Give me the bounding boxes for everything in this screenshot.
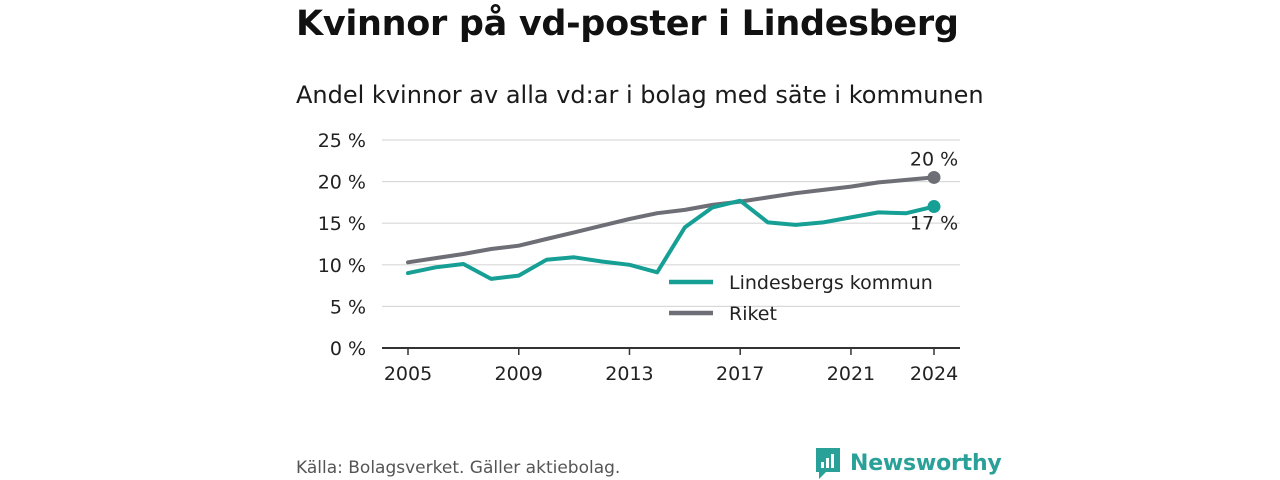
legend-label-lindesberg: Lindesbergs kommun [729, 272, 933, 294]
chart-title: Kvinnor på vd-poster i Lindesberg [296, 4, 959, 44]
brand-name: Newsworthy [850, 450, 1002, 476]
series-end-point-lindesberg [927, 200, 941, 214]
series-end-label-lindesberg: 17 % [910, 213, 958, 235]
y-tick-label: 20 % [318, 172, 366, 194]
y-tick-label: 15 % [318, 213, 366, 235]
newsworthy-logo-icon [816, 448, 840, 479]
x-tick-label: 2005 [384, 363, 432, 385]
brand-logo: Newsworthy [814, 446, 1002, 480]
y-tick-label: 25 % [318, 130, 366, 152]
series-end-point-riket [927, 170, 941, 184]
series-line-riket [406, 175, 936, 265]
series-end-label-riket: 20 % [910, 148, 958, 170]
x-tick-label: 2013 [605, 363, 653, 385]
line-chart: 0 % 5 % 10 % 15 % 20 % 25 % 2005 2009 2013 2017 20… [318, 130, 960, 385]
y-tick-label: 10 % [318, 255, 366, 277]
source-note: Källa: Bolagsverket. Gäller aktiebolag. [296, 458, 621, 478]
y-tick-label: 0 % [330, 338, 366, 360]
x-tick-label: 2017 [716, 363, 764, 385]
x-tick-label: 2024 [910, 363, 958, 385]
series-line-lindesberg [406, 198, 936, 281]
x-tick-label: 2021 [827, 363, 875, 385]
legend-label-riket: Riket [729, 303, 777, 325]
y-tick-label: 5 % [330, 296, 366, 318]
x-tick-label: 2009 [495, 363, 543, 385]
chart-subtitle: Andel kvinnor av alla vd:ar i bolag med … [296, 81, 984, 109]
